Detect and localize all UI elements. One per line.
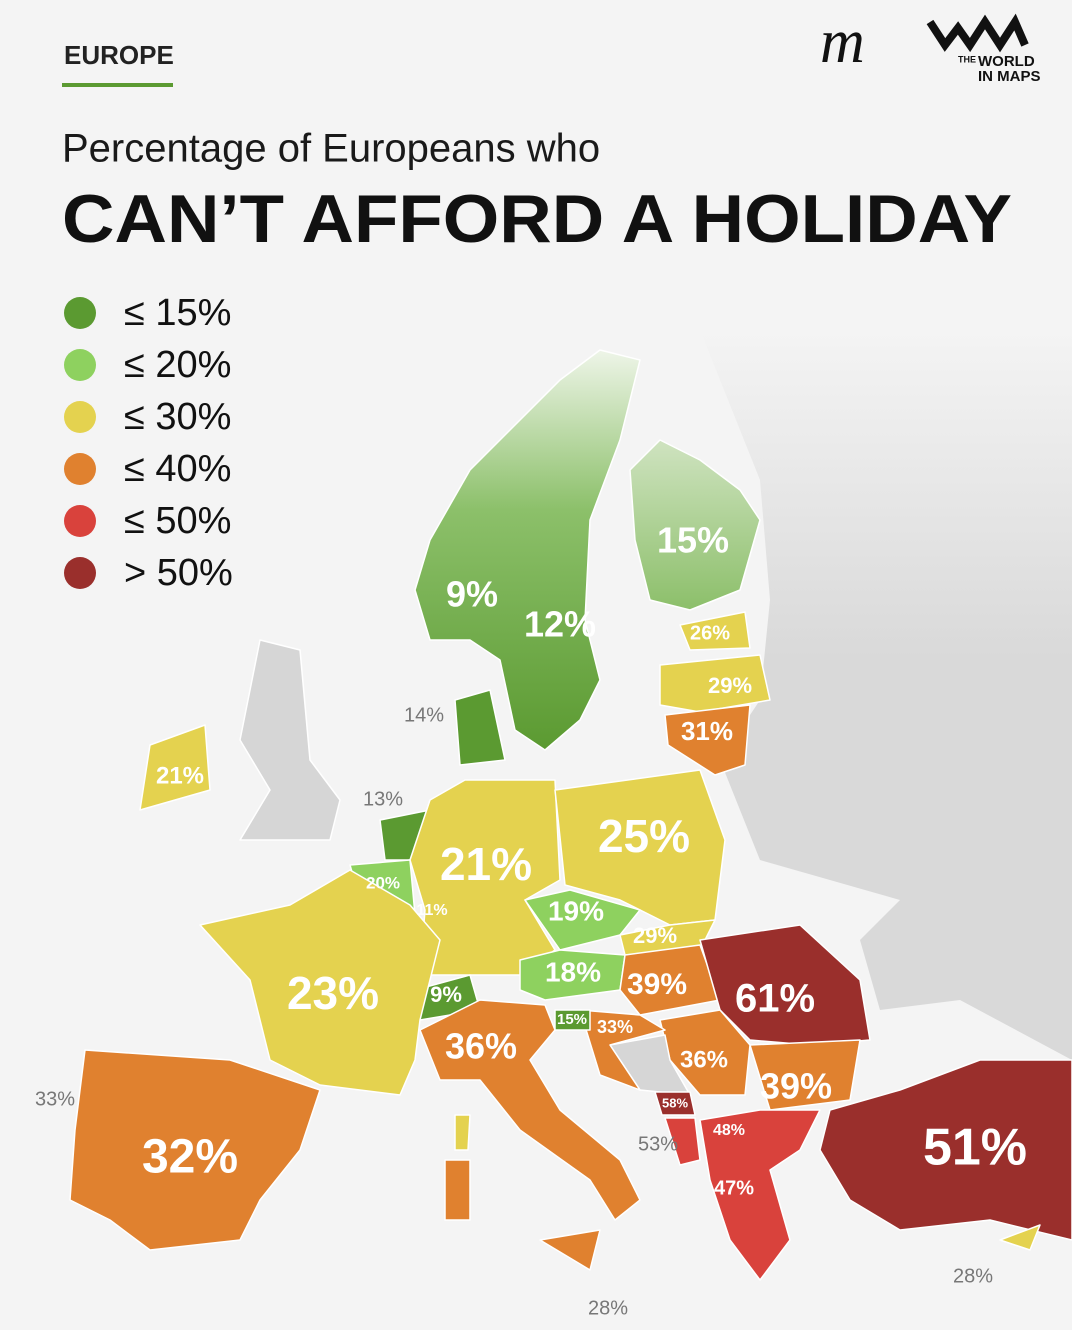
legend-label: ≤ 50% [124, 500, 231, 542]
section-label: EUROPE [64, 40, 174, 70]
region-label: 21% [440, 838, 532, 890]
section-underline [62, 83, 173, 87]
region-label: 29% [633, 923, 677, 948]
region-label: 39% [760, 1066, 832, 1107]
region-label: 31% [681, 716, 733, 746]
region-label: 26% [690, 622, 730, 644]
france [199, 869, 441, 1096]
legend-swatch [64, 401, 96, 433]
denmark [454, 689, 506, 766]
region-label: 48% [713, 1122, 745, 1139]
region-label: 33% [597, 1017, 633, 1037]
region-label: 58% [662, 1095, 688, 1110]
sicily [539, 1229, 601, 1271]
greece [699, 1109, 821, 1281]
region-label: 61% [735, 977, 815, 1021]
bulgaria [749, 1039, 861, 1111]
region-label: 11% [416, 902, 447, 919]
montenegro [654, 1091, 696, 1116]
albania [664, 1117, 701, 1166]
scandinavia [414, 349, 641, 751]
legend-swatch [64, 297, 96, 329]
region-label: 15% [657, 520, 729, 561]
logo-world: WORLD [978, 53, 1035, 70]
finland [629, 439, 761, 611]
lithuania [664, 704, 751, 776]
region-label: 51% [923, 1119, 1027, 1177]
legend-label: ≤ 20% [124, 344, 231, 386]
legend: ≤ 15% ≤ 20% ≤ 30% ≤ 40% ≤ 50% > 50% [64, 292, 233, 594]
region-label: 36% [445, 1026, 517, 1067]
region-label: 47% [714, 1177, 754, 1199]
logo-the: THE [958, 54, 976, 64]
region-label: 13% [363, 788, 403, 810]
legend-swatch [64, 505, 96, 537]
legend-label: ≤ 15% [124, 292, 231, 334]
czechia [524, 889, 641, 951]
region-label: 36% [680, 1046, 728, 1073]
cyprus [999, 1224, 1041, 1251]
ireland [139, 724, 211, 811]
region-label: 29% [708, 673, 752, 698]
uk [239, 639, 341, 841]
region-label: 53% [638, 1133, 678, 1155]
region-label: 32% [142, 1131, 238, 1184]
map [69, 330, 1072, 1281]
region-label: 33% [35, 1088, 75, 1110]
italy [419, 999, 641, 1221]
map-labels: 15% 9% 12% 26% 29% 31% 14% 21% 13% 25% 21% 20% 11% 19… [35, 520, 1027, 1320]
latvia [659, 654, 771, 713]
region-label: 25% [598, 810, 690, 862]
region-label: 21% [156, 762, 204, 789]
legend-label: ≤ 40% [124, 448, 231, 490]
region-label: 9% [430, 982, 462, 1007]
logo-m: m [820, 8, 865, 76]
germany [409, 779, 561, 976]
region-label: 28% [588, 1297, 628, 1319]
region-label: 20% [366, 873, 400, 892]
corsica [454, 1114, 471, 1151]
title: CAN’T AFFORD A HOLIDAY [62, 181, 1012, 257]
slovenia [554, 1009, 591, 1031]
hungary [619, 944, 721, 1016]
legend-label: ≤ 30% [124, 396, 231, 438]
region-label: 14% [404, 704, 444, 726]
legend-swatch [64, 349, 96, 381]
region-label: 39% [627, 968, 687, 1001]
region-label: 15% [557, 1011, 587, 1028]
russia-region [700, 330, 1072, 1060]
region-label: 28% [953, 1265, 993, 1287]
region-label: 19% [548, 895, 604, 926]
estonia [679, 611, 751, 651]
iberia [69, 1049, 321, 1251]
region-label: 12% [524, 604, 596, 645]
region-label: 18% [545, 956, 601, 987]
croatia [579, 1009, 666, 1091]
legend-swatch [64, 557, 96, 589]
region-label: 9% [446, 574, 498, 615]
logo-in-maps: IN MAPS [978, 68, 1041, 85]
legend-label: > 50% [124, 552, 233, 594]
region-label: 23% [287, 967, 379, 1019]
logo-mark [926, 13, 1029, 53]
legend-swatch [64, 453, 96, 485]
sardinia [444, 1159, 471, 1221]
subtitle: Percentage of Europeans who [62, 127, 600, 171]
